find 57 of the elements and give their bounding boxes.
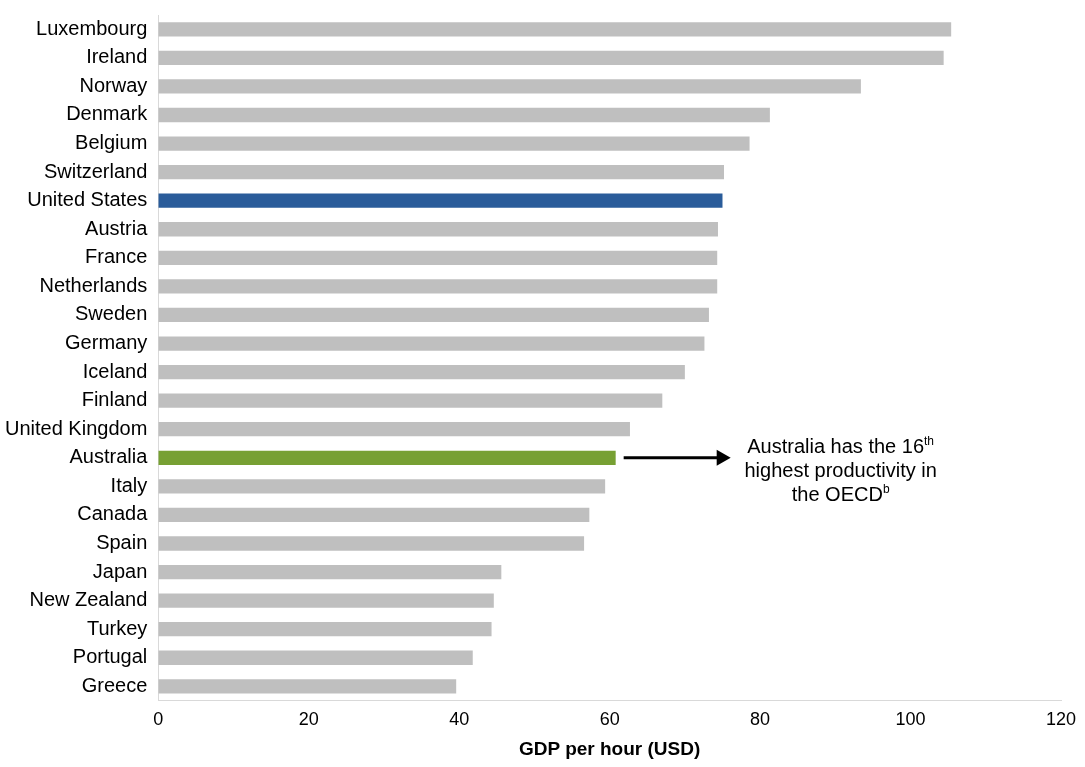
bar xyxy=(158,279,718,294)
y-tick-label: United Kingdom xyxy=(4,416,148,439)
bar xyxy=(158,622,492,637)
y-tick-label: Germany xyxy=(65,331,148,354)
bar xyxy=(158,679,457,694)
y-tick-label: New Zealand xyxy=(29,588,148,611)
y-tick-label: Turkey xyxy=(86,616,148,639)
y-tick-label: France xyxy=(85,245,148,268)
x-tick-label: 120 xyxy=(1045,709,1077,730)
bar xyxy=(158,79,861,94)
annotation: Australia has the 16$^{th}$ highest productivity in the OECD$^{b}$ xyxy=(743,433,938,506)
x-tick-label: 20 xyxy=(298,709,319,730)
bar xyxy=(158,193,723,208)
bar xyxy=(158,222,718,237)
y-tick-label: Norway xyxy=(79,73,148,96)
x-tick-label: 60 xyxy=(599,709,620,730)
y-tick-label: Spain xyxy=(96,531,148,553)
y-tick-label: Portugal xyxy=(72,645,148,668)
y-tick-label: Canada xyxy=(77,502,149,525)
y-tick-label: Greece xyxy=(81,673,148,696)
y-tick-label: United States xyxy=(27,188,148,211)
x-axis-title: GDP per hour (USD) xyxy=(519,737,701,759)
x-tick-label: 100 xyxy=(895,709,926,730)
y-tick-label: Austria xyxy=(85,216,149,239)
bar xyxy=(158,536,585,551)
bar xyxy=(158,450,616,465)
bar xyxy=(158,22,952,37)
bar xyxy=(158,507,590,523)
bar xyxy=(158,422,630,437)
x-tick-label: 0 xyxy=(153,709,164,730)
bar xyxy=(158,479,606,494)
bar xyxy=(158,650,473,665)
bar xyxy=(158,393,663,408)
y-tick-label: Italy xyxy=(110,473,148,496)
y-tick-label: Sweden xyxy=(75,302,148,325)
y-tick-label: Belgium xyxy=(75,131,148,154)
bar xyxy=(158,164,724,180)
bar xyxy=(158,107,770,123)
bar xyxy=(158,593,494,608)
bar xyxy=(158,136,750,151)
y-tick-label: Finland xyxy=(81,388,148,411)
bar xyxy=(158,336,705,351)
bar xyxy=(158,364,685,380)
y-tick-label: Iceland xyxy=(82,359,148,382)
y-tick-label: Ireland xyxy=(86,45,148,68)
y-tick-label: Luxembourg xyxy=(36,16,148,39)
x-tick-label: 40 xyxy=(449,709,470,730)
bar xyxy=(158,307,709,323)
y-tick-label: Australia xyxy=(69,445,149,468)
y-tick-label: Switzerland xyxy=(43,159,148,182)
bar xyxy=(158,250,718,265)
bar xyxy=(158,564,502,580)
x-tick-label: 80 xyxy=(750,709,771,730)
y-tick-label: Netherlands xyxy=(39,273,148,296)
y-tick-label: Japan xyxy=(92,559,148,582)
y-tick-label: Denmark xyxy=(66,102,149,125)
bar xyxy=(158,50,944,65)
